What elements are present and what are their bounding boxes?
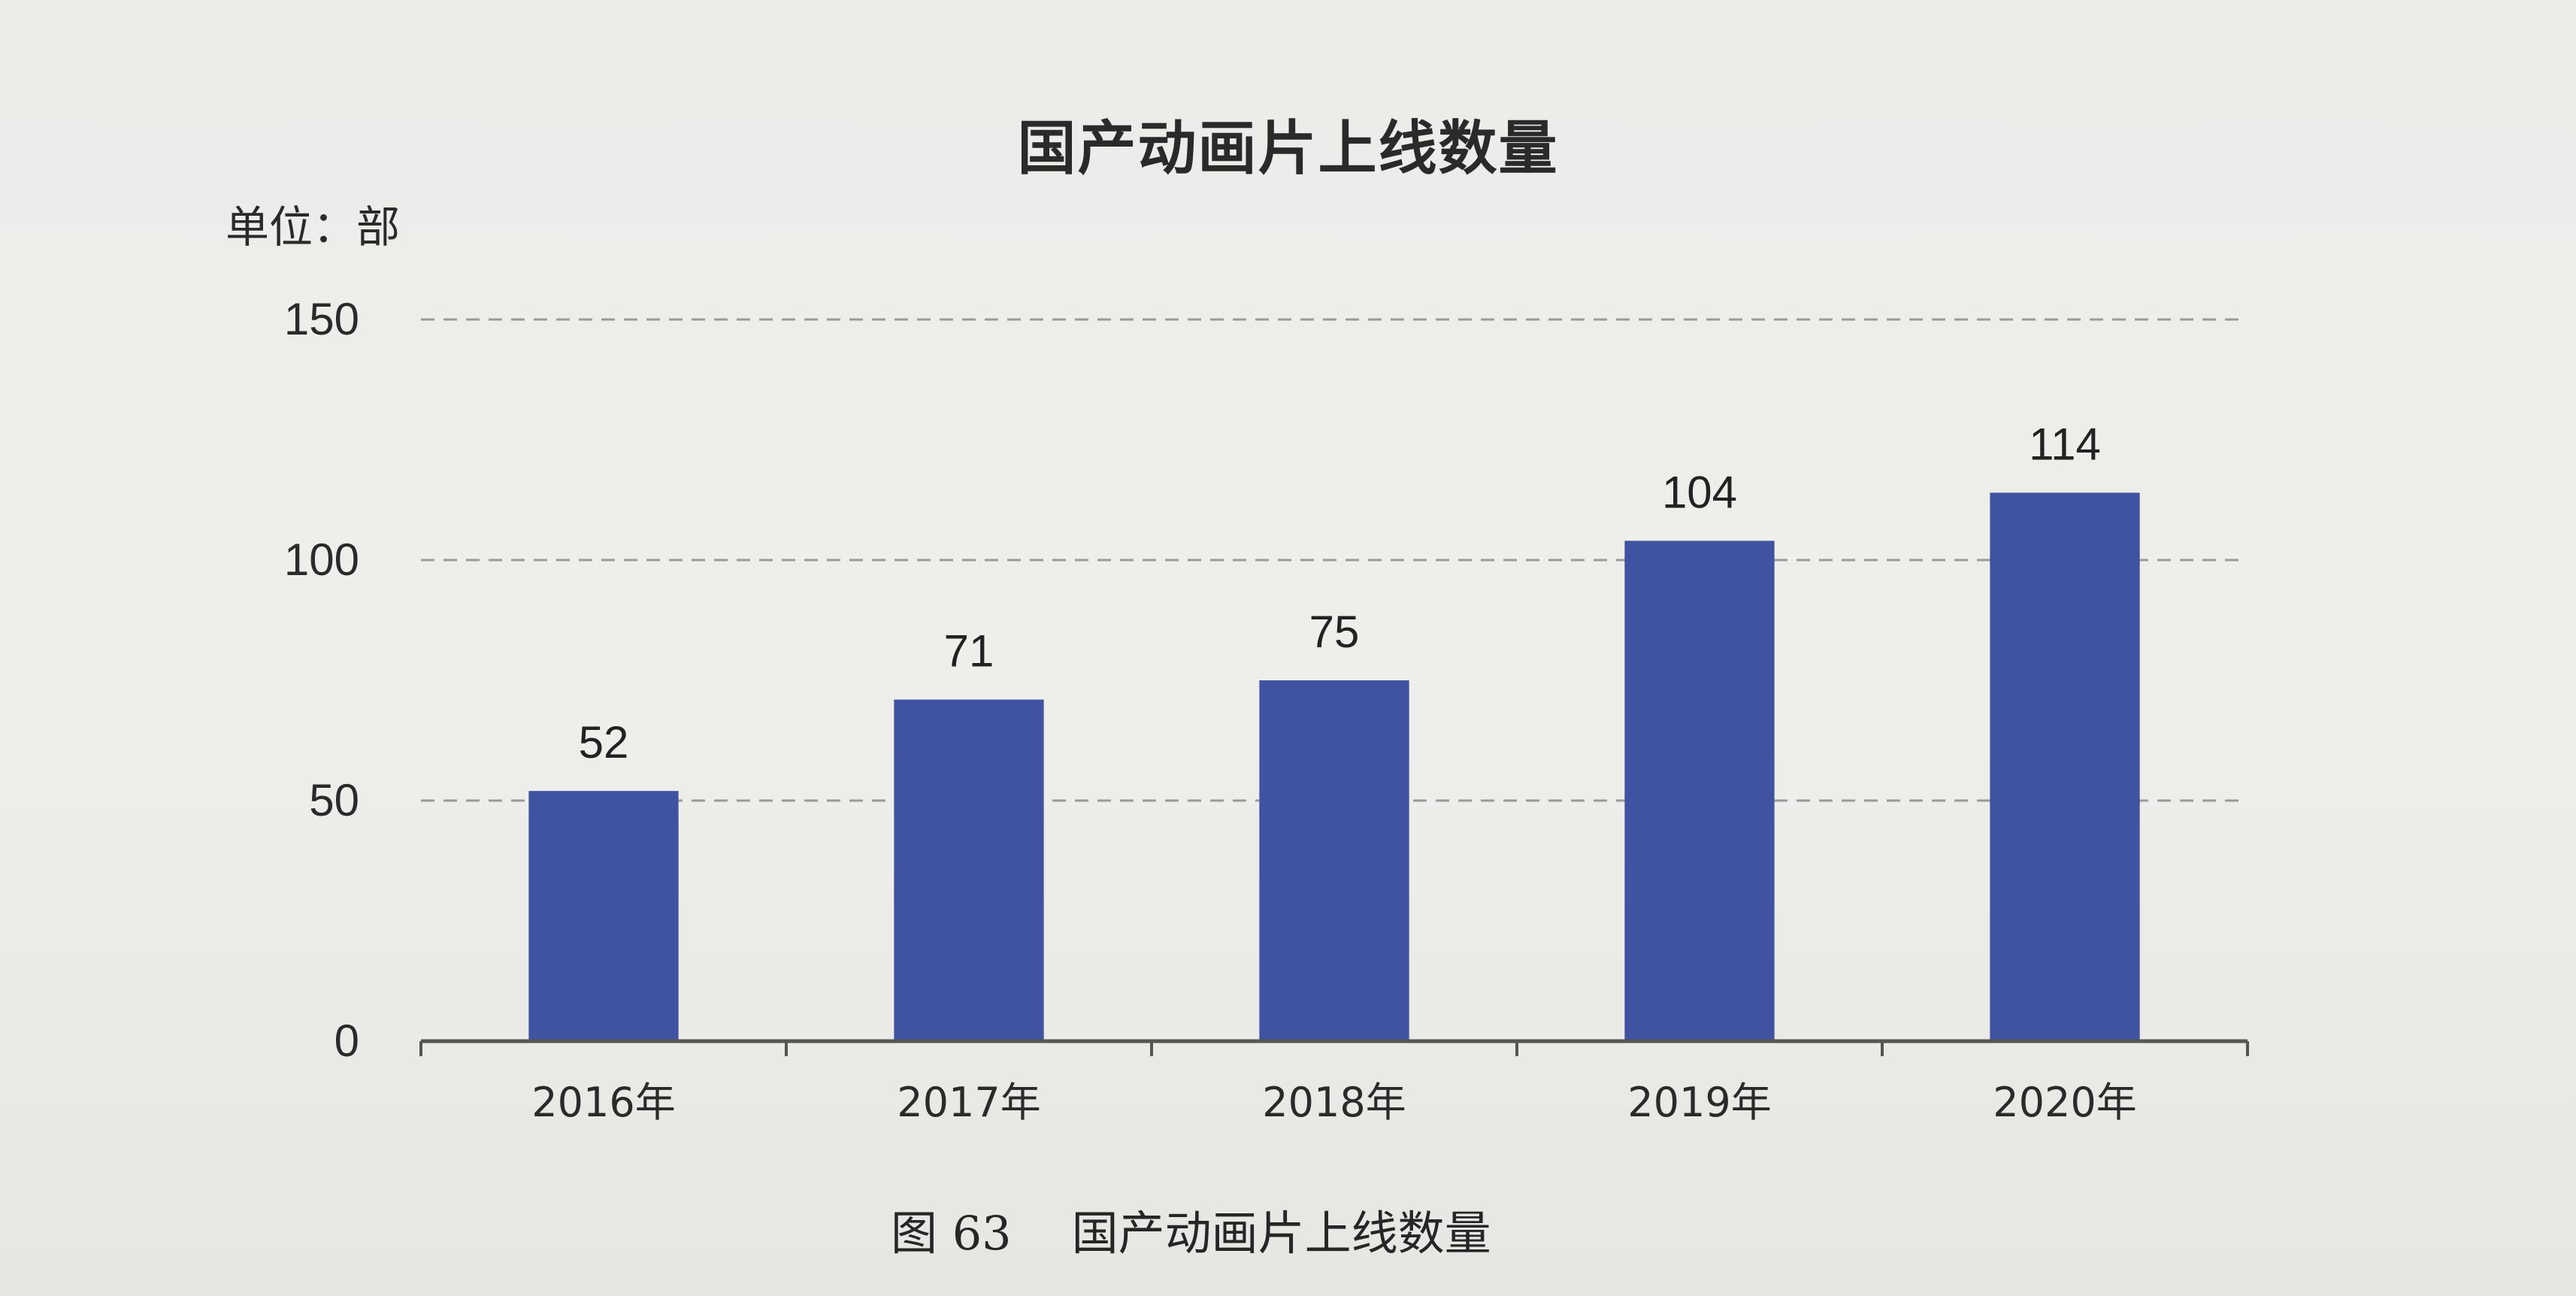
y-tick-label: 100 <box>284 534 359 585</box>
label-layer: 0 50 100 150 52 2016年 71 2017年 75 2018年 104 2019年 11… <box>284 294 2137 1126</box>
unit-label: 单位：部 <box>226 201 401 253</box>
y-tick-label: 150 <box>284 294 359 344</box>
x-tick-label: 2018年 <box>1262 1079 1406 1126</box>
x-tick-label: 2019年 <box>1627 1079 1771 1126</box>
bar <box>894 699 1044 1041</box>
chart-title: 国产动画片上线数量 <box>1017 115 1559 183</box>
caption-number: 图 63 <box>891 1206 1012 1261</box>
value-label: 104 <box>1662 467 1737 517</box>
bar-layer <box>528 492 2140 1041</box>
figure-caption: 图 63 国产动画片上线数量 <box>891 1195 1491 1263</box>
bar <box>1624 541 1775 1041</box>
y-tick-label: 0 <box>334 1016 359 1066</box>
x-tick-label: 2017年 <box>897 1079 1040 1126</box>
value-label: 75 <box>1309 607 1360 657</box>
value-label: 71 <box>944 626 994 677</box>
value-label: 52 <box>579 717 629 768</box>
y-tick-label: 50 <box>309 775 359 825</box>
x-tick-label: 2016年 <box>531 1079 675 1126</box>
caption-title: 国产动画片上线数量 <box>1071 1206 1491 1261</box>
bar <box>1259 680 1409 1041</box>
x-tick-label: 2020年 <box>1993 1079 2136 1126</box>
bar <box>528 791 679 1041</box>
bar <box>1990 492 2140 1041</box>
axis-layer <box>419 1039 2249 1056</box>
value-label: 114 <box>2029 419 2101 469</box>
